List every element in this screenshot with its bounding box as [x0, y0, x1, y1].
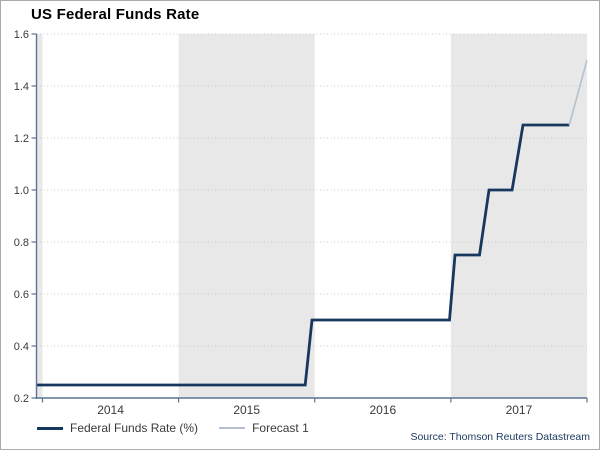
- source-credit: Source: Thomson Reuters Datastream: [410, 431, 590, 443]
- y-tick-label: 0.6: [14, 289, 29, 301]
- legend-swatch-federal-funds-rate: [37, 426, 63, 430]
- shaded-year-band: [178, 34, 315, 398]
- legend-label-forecast: Forecast 1: [252, 421, 309, 435]
- y-tick-label: 0.2: [14, 393, 29, 405]
- y-tick-label: 0.8: [14, 237, 29, 249]
- chart-title: US Federal Funds Rate: [31, 6, 200, 23]
- x-tick-label: 2015: [233, 403, 260, 417]
- legend-swatch-forecast: [219, 427, 246, 429]
- legend: Federal Funds Rate (%) Forecast 1: [37, 421, 309, 435]
- shaded-year-band: [450, 34, 587, 398]
- y-tick-label: 1.0: [14, 185, 29, 197]
- y-tick-label: 1.4: [14, 81, 29, 93]
- y-tick-label: 0.4: [14, 341, 29, 353]
- series-line-1: [568, 59, 588, 126]
- x-tick-label: 2014: [97, 403, 124, 417]
- y-tick-label: 1.2: [14, 133, 29, 145]
- x-tick-label: 2016: [369, 403, 396, 417]
- series-line-0: [36, 123, 570, 387]
- y-tick-label: 1.6: [14, 29, 29, 41]
- shaded-year-band: [36, 34, 43, 398]
- x-tick-label: 2017: [506, 403, 533, 417]
- legend-label-federal-funds-rate: Federal Funds Rate (%): [70, 421, 199, 435]
